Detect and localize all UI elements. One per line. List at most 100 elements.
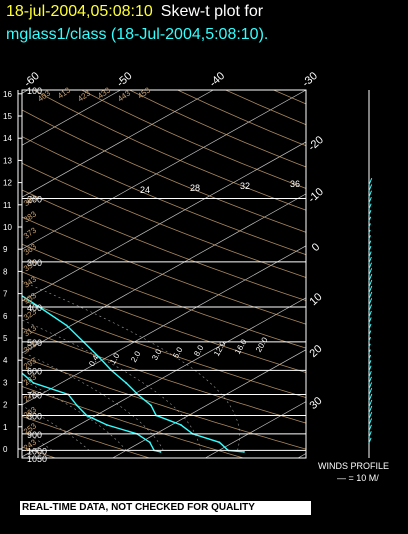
dry-adiabat-line (22, 415, 150, 458)
dry-adiabat-line (22, 356, 306, 450)
wind-barb (368, 418, 373, 426)
height-tick-label: 10 (3, 223, 12, 232)
dry-adiabat-label: 313 (22, 323, 39, 338)
height-tick-label: 16 (3, 90, 12, 99)
plot-frame (21, 89, 307, 459)
pressure-tick-label: 100 (27, 86, 42, 96)
header-line-1: 18-jul-2004,05:08:10 Skew-t plot for (6, 3, 263, 21)
dewpoint-trace (22, 372, 161, 453)
dry-adiabat-line (22, 216, 306, 325)
isotherm-right-label: -20 (306, 134, 326, 154)
isotherm-line (22, 297, 306, 458)
wind-barb (368, 298, 373, 306)
wind-barb (368, 399, 373, 408)
isotherm-line (22, 90, 306, 250)
height-tick-label: 5 (3, 334, 8, 343)
wind-barb (368, 365, 372, 372)
height-tick-label: 2 (3, 401, 8, 410)
isotherm-right-label: -10 (306, 186, 326, 206)
isotherm-right-label: 20 (307, 343, 324, 360)
wind-barb (368, 437, 372, 444)
wind-barb (368, 343, 371, 348)
height-tick-label: 9 (3, 245, 8, 254)
wind-barb (368, 229, 371, 234)
dry-adiabat-line (177, 90, 306, 147)
wind-barb (368, 177, 373, 186)
wind-barb (368, 279, 373, 288)
wind-barb (368, 184, 373, 192)
dry-adiabat-line (22, 109, 306, 233)
pressure-tick-label: 200 (27, 194, 42, 204)
wind-barb (368, 190, 372, 198)
temperature-point (65, 324, 68, 327)
isotherm-line (112, 349, 306, 458)
pressure-tick-label: 700 (27, 391, 42, 401)
moist-adiabat-label: 5.0 (171, 345, 185, 360)
moist-adiabat-line (0, 199, 15, 451)
wind-barb (368, 393, 373, 402)
wind-barb (368, 196, 372, 204)
mixing-ratio-label: 24 (140, 185, 150, 195)
dry-adiabat-line (129, 90, 306, 168)
pressure-tick-label: 400 (27, 303, 42, 313)
height-tick-label: 4 (3, 356, 8, 365)
wind-barb (368, 382, 373, 390)
dry-adiabat-line (22, 271, 306, 374)
isotherm-line (22, 245, 306, 406)
pressure-tick-label: 300 (27, 258, 42, 268)
wind-barb (368, 405, 373, 414)
isotherm-line (22, 193, 306, 354)
temperature-point (243, 451, 245, 453)
dry-adiabat-label: 423 (76, 88, 93, 103)
height-tick-label: 8 (3, 267, 8, 276)
height-tick-label: 1 (3, 423, 8, 432)
wind-barb (368, 336, 371, 342)
wind-barb (368, 304, 373, 312)
isotherm-top-label: -40 (207, 70, 227, 90)
wind-barb (368, 323, 372, 330)
dry-adiabat-line (22, 189, 306, 302)
dry-adiabat-line (33, 90, 306, 211)
wind-barb (368, 354, 372, 360)
winds-profile-scale: — = 10 M/ (337, 473, 379, 483)
wind-barb (368, 251, 372, 258)
pressure-tick-label: 1050 (27, 454, 47, 464)
wind-barb (368, 262, 372, 270)
wind-barb (368, 209, 372, 216)
moist-adiabat-label: 2.0 (129, 349, 143, 364)
dewpoint-point (105, 424, 108, 426)
wind-barb (368, 268, 373, 276)
dry-adiabat-label: 453 (136, 85, 153, 100)
wind-barb (368, 424, 372, 432)
temperature-point (6, 285, 8, 287)
dewpoint-point (148, 441, 151, 444)
isotherm-top-label: -50 (115, 70, 135, 90)
wind-barb (368, 317, 372, 324)
wind-barb (368, 330, 372, 336)
wind-barb (368, 240, 372, 246)
wind-barb (368, 223, 371, 228)
isotherm-line (391, 90, 408, 458)
temperature-point (218, 441, 221, 444)
quality-notice: REAL-TIME DATA, NOT CHECKED FOR QUALITY (20, 501, 311, 515)
dry-adiabat-label: 383 (22, 209, 39, 224)
wind-barb (368, 349, 371, 354)
winds-profile-label: WINDS PROFILE (318, 461, 390, 471)
wind-barb (368, 412, 373, 420)
wind-barb (368, 285, 373, 294)
wind-barb (368, 360, 372, 366)
dry-adiabat-line (22, 386, 244, 458)
height-tick-label: 12 (3, 179, 12, 188)
dry-adiabat-label: 363 (22, 242, 39, 257)
wind-barb (368, 376, 372, 384)
pressure-tick-label: 600 (27, 366, 42, 376)
dry-adiabat-line (81, 90, 306, 189)
dry-adiabat-label: 433 (96, 85, 113, 100)
isotherm-line (22, 90, 214, 198)
dewpoint-point (159, 451, 162, 453)
wind-barb (368, 216, 372, 222)
moist-adiabat-label: 16.0 (233, 337, 249, 355)
wind-barb (368, 203, 372, 210)
isotherm-right-label: 30 (307, 395, 324, 412)
